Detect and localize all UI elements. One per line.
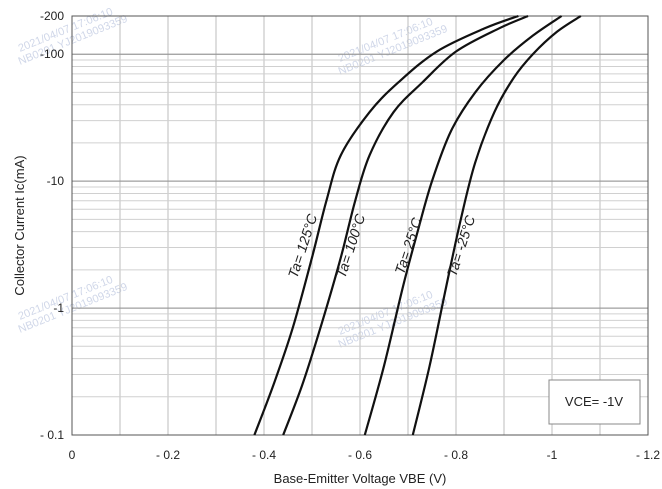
- y-tick-label: -1: [53, 301, 64, 315]
- x-tick-label: 0: [69, 448, 76, 462]
- curve-layer: Ta= 125°C Ta= 100°C Ta= 25°C Ta= -25°C: [253, 14, 582, 436]
- series-line-ta-100-c: [282, 14, 529, 436]
- x-tick-label: - 0.4: [252, 448, 276, 462]
- x-tick-label: - 0.6: [348, 448, 372, 462]
- series-line-ta-125-c: [253, 14, 519, 436]
- annotation-box: VCE= -1V: [548, 379, 641, 425]
- annotation-frame: [548, 379, 641, 425]
- x-tick-label: - 0.2: [156, 448, 180, 462]
- y-tick-label: - 0.1: [40, 428, 64, 442]
- series-line-ta-25-c: [363, 15, 563, 436]
- series-label-ta-25-c: Ta= 25°C: [391, 215, 425, 276]
- x-tick-label: - 1.2: [636, 448, 660, 462]
- tick-labels: 0 - 0.2 - 0.4 - 0.6 - 0.8 -1 - 1.2 - 0.1 -1 -10 -1…: [40, 9, 660, 462]
- series-label-ta-25-c: Ta= -25°C: [443, 213, 478, 279]
- annotation-vce: VCE= -1V: [565, 394, 623, 409]
- x-axis-title: Base-Emitter Voltage VBE (V): [274, 471, 447, 486]
- series-line-ta-25-c: [411, 15, 582, 436]
- plot-frame: [71, 15, 649, 436]
- y-axis-title: Collector Current Ic(mA): [12, 155, 27, 295]
- x-tick-label: -1: [547, 448, 558, 462]
- y-tick-label: -200: [40, 9, 64, 23]
- y-tick-label: -10: [47, 174, 65, 188]
- y-tick-label: -100: [40, 47, 64, 61]
- x-tick-label: - 0.8: [444, 448, 468, 462]
